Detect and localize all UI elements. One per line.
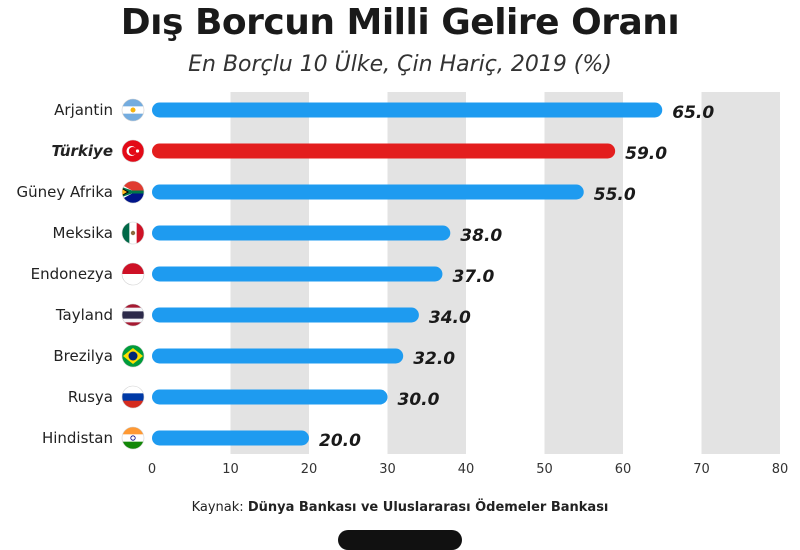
category-label: Tayland xyxy=(55,306,113,324)
value-label: 30.0 xyxy=(398,390,440,410)
brazil-flag-icon xyxy=(121,344,145,368)
grid-band xyxy=(701,92,780,454)
bar xyxy=(152,266,443,282)
x-tick-label: 40 xyxy=(458,462,475,477)
category-label: Hindistan xyxy=(42,429,113,447)
value-label: 37.0 xyxy=(452,267,494,287)
source-label: Kaynak: xyxy=(191,500,244,515)
category-label: Güney Afrika xyxy=(17,183,113,201)
value-label: 32.0 xyxy=(413,349,455,369)
category-label: Rusya xyxy=(68,388,113,406)
x-tick-label: 20 xyxy=(301,462,318,477)
bottom-badge xyxy=(338,530,462,550)
source-text: Dünya Bankası ve Uluslararası Ödemeler B… xyxy=(247,500,609,515)
bar xyxy=(152,225,451,241)
category-label: Türkiye xyxy=(52,142,113,160)
x-tick-label: 50 xyxy=(536,462,553,477)
x-tick-label: 30 xyxy=(379,462,396,477)
x-tick-label: 60 xyxy=(615,462,632,477)
value-label: 55.0 xyxy=(594,185,636,205)
chart-title: Dış Borcun Milli Gelire Oranı xyxy=(120,2,680,43)
thailand-flag-icon xyxy=(121,303,145,327)
category-label: Meksika xyxy=(53,224,113,242)
bar xyxy=(152,307,419,323)
turkey-flag-icon xyxy=(121,139,145,163)
bar-chart: 0 10 20 30 40 50 60 70 80 Arjantin 65.0 Türkiye 59.0… xyxy=(17,92,789,477)
value-label: 20.0 xyxy=(319,431,361,451)
value-label: 34.0 xyxy=(429,308,471,328)
india-flag-icon xyxy=(121,426,145,450)
bar xyxy=(152,184,584,200)
value-label: 65.0 xyxy=(672,103,714,123)
south-africa-flag-icon xyxy=(121,180,145,204)
category-label: Arjantin xyxy=(54,101,113,119)
value-label: 38.0 xyxy=(460,226,502,246)
bar xyxy=(152,143,616,159)
argentina-flag-icon xyxy=(121,98,145,122)
bar xyxy=(152,348,404,364)
value-label: 59.0 xyxy=(625,144,667,164)
russia-flag-icon xyxy=(121,385,145,409)
category-label: Endonezya xyxy=(31,265,113,283)
category-label: Brezilya xyxy=(53,347,113,365)
bar xyxy=(152,102,663,118)
x-tick-label: 80 xyxy=(772,462,789,477)
x-tick-label: 0 xyxy=(148,462,156,477)
bar xyxy=(152,389,388,405)
x-tick-label: 10 xyxy=(222,462,239,477)
mexico-flag-icon xyxy=(121,221,145,245)
x-tick-label: 70 xyxy=(693,462,710,477)
source-note: Kaynak: Dünya Bankası ve Uluslararası Öd… xyxy=(0,500,800,515)
chart-subtitle: En Borçlu 10 Ülke, Çin Hariç, 2019 (%) xyxy=(188,52,612,77)
indonesia-flag-icon xyxy=(121,262,145,286)
bar xyxy=(152,430,309,446)
